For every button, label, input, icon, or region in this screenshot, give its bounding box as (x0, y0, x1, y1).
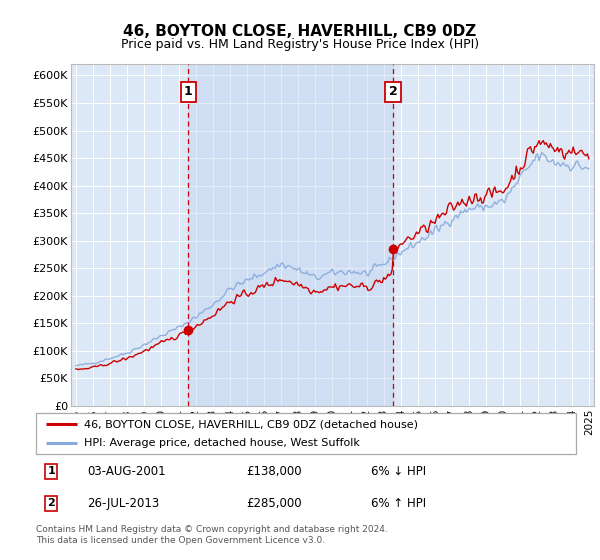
Text: £285,000: £285,000 (247, 497, 302, 510)
Text: Price paid vs. HM Land Registry's House Price Index (HPI): Price paid vs. HM Land Registry's House … (121, 38, 479, 52)
Text: 03-AUG-2001: 03-AUG-2001 (88, 465, 166, 478)
Text: 1: 1 (184, 86, 193, 99)
Text: HPI: Average price, detached house, West Suffolk: HPI: Average price, detached house, West… (83, 438, 359, 447)
Text: £138,000: £138,000 (247, 465, 302, 478)
Text: 46, BOYTON CLOSE, HAVERHILL, CB9 0DZ: 46, BOYTON CLOSE, HAVERHILL, CB9 0DZ (124, 25, 476, 39)
Text: 6% ↓ HPI: 6% ↓ HPI (371, 465, 426, 478)
Text: 2: 2 (47, 498, 55, 508)
Text: 1: 1 (47, 466, 55, 476)
Text: 6% ↑ HPI: 6% ↑ HPI (371, 497, 426, 510)
Text: Contains HM Land Registry data © Crown copyright and database right 2024.
This d: Contains HM Land Registry data © Crown c… (36, 525, 388, 545)
Text: 2: 2 (389, 86, 398, 99)
Text: 46, BOYTON CLOSE, HAVERHILL, CB9 0DZ (detached house): 46, BOYTON CLOSE, HAVERHILL, CB9 0DZ (de… (83, 419, 418, 429)
Bar (188, 64, 393, 406)
Text: 26-JUL-2013: 26-JUL-2013 (88, 497, 160, 510)
FancyBboxPatch shape (36, 413, 576, 454)
